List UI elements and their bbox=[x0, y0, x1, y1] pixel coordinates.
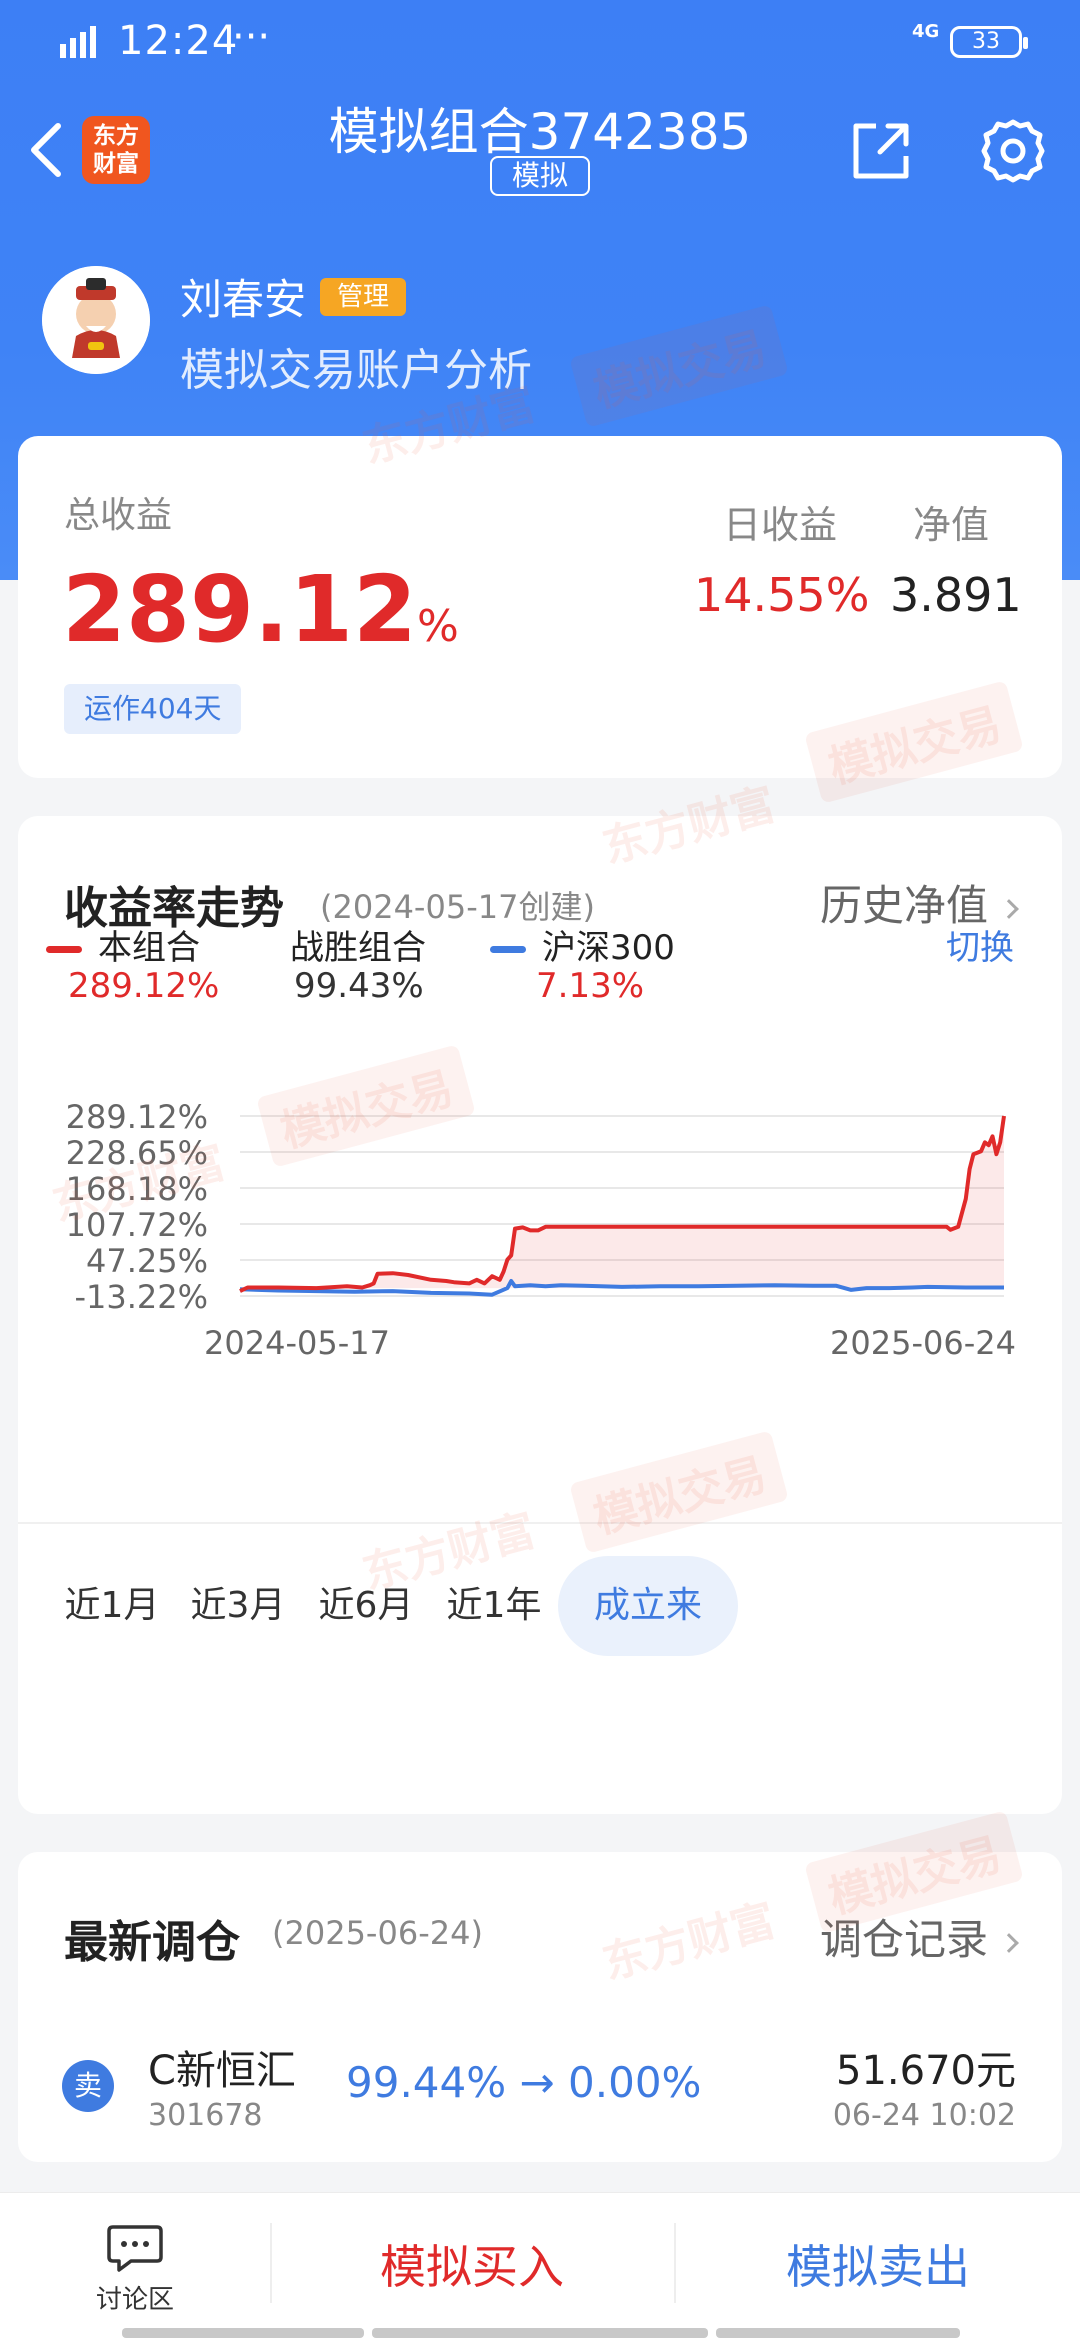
divider bbox=[18, 1522, 1062, 1524]
y-tick-label: 47.25% bbox=[86, 1242, 208, 1280]
rebalance-card: 最新调仓 (2025-06-24) 调仓记录 卖 C新恒汇 301678 99.… bbox=[18, 1852, 1062, 2162]
legend-portfolio: 本组合 bbox=[46, 920, 200, 969]
home-indicator bbox=[372, 2328, 708, 2338]
tab-1-month[interactable]: 近1月 bbox=[64, 1585, 160, 1626]
gear-icon[interactable] bbox=[980, 118, 1046, 184]
y-tick-label: 168.18% bbox=[66, 1170, 208, 1208]
simulation-tag: 模拟 bbox=[490, 156, 590, 196]
legend-beat-name: 战胜组合 bbox=[290, 928, 426, 968]
nav-value: 3.891 bbox=[890, 568, 1022, 622]
y-tick-label: -13.22% bbox=[74, 1278, 208, 1316]
nav-label: 净值 bbox=[913, 503, 990, 547]
network-indicator: 4G bbox=[912, 21, 940, 42]
sell-badge: 卖 bbox=[62, 2060, 114, 2112]
signal-icon bbox=[60, 26, 96, 58]
series-area bbox=[240, 1116, 1004, 1292]
tab-1-year[interactable]: 近1年 bbox=[446, 1585, 542, 1626]
summary-card: 总收益 289.12% 运作404天 日收益 净值 14.55% 3.891 bbox=[18, 436, 1062, 778]
status-more-dots: ··· bbox=[232, 14, 271, 60]
chevron-right-icon bbox=[999, 1932, 1019, 1953]
chat-bubble-icon bbox=[107, 2225, 163, 2272]
run-days-badge: 运作404天 bbox=[64, 684, 242, 734]
total-return-value: 289.12% bbox=[62, 556, 459, 663]
trade-price: 51.670元 bbox=[836, 2048, 1016, 2094]
total-return-unit: % bbox=[417, 601, 459, 652]
return-chart-card: 收益率走势 (2024-05-17创建) 历史净值 本组合 289.12% 战胜… bbox=[18, 816, 1062, 1814]
rebalance-date: (2025-06-24) bbox=[272, 1914, 483, 1952]
tab-since-inception[interactable]: 成立来 bbox=[558, 1556, 738, 1656]
history-nav-label: 历史净值 bbox=[819, 881, 988, 930]
range-tabs: 近1月 近3月 近6月 近1年 成立来 bbox=[18, 1556, 1062, 1656]
chart-title: 收益率走势 bbox=[64, 883, 284, 934]
rebalance-history-link[interactable]: 调仓记录 bbox=[819, 1906, 1019, 1967]
home-indicator bbox=[716, 2328, 960, 2338]
daily-return-value: 14.55% bbox=[694, 568, 870, 622]
tab-6-months[interactable]: 近6月 bbox=[318, 1585, 414, 1626]
x-tick-label: 2025-06-24 bbox=[830, 1324, 1016, 1362]
legend-beat-value: 99.43% bbox=[294, 966, 424, 1006]
simulate-buy-button[interactable]: 模拟买入 bbox=[380, 2240, 564, 2294]
portfolio-line bbox=[239, 1115, 1006, 1293]
status-time: 12:24 bbox=[118, 18, 239, 64]
legend-line-blue bbox=[490, 946, 526, 953]
bottom-action-bar: 讨论区 模拟买入 模拟卖出 bbox=[0, 2192, 1080, 2340]
share-icon[interactable] bbox=[850, 120, 912, 182]
separator bbox=[674, 2223, 676, 2303]
legend-line-red bbox=[46, 946, 82, 953]
legend-portfolio-value: 289.12% bbox=[68, 966, 220, 1006]
tab-3-months[interactable]: 近3月 bbox=[190, 1585, 286, 1626]
legend-index-name: 沪深300 bbox=[542, 928, 675, 968]
avatar-image bbox=[42, 266, 150, 374]
app-logo: 东方 财富 bbox=[82, 116, 150, 184]
y-tick-label: 289.12% bbox=[66, 1098, 208, 1136]
legend-beat: 战胜组合 bbox=[290, 920, 426, 969]
chevron-right-icon bbox=[999, 898, 1019, 919]
index-line bbox=[239, 1279, 1004, 1297]
stock-name: C新恒汇 bbox=[148, 2048, 296, 2094]
battery-icon: 33 bbox=[950, 26, 1028, 58]
chart-created-date: (2024-05-17创建) bbox=[320, 888, 595, 926]
page-title: 模拟组合3742385 bbox=[328, 103, 752, 161]
home-indicator bbox=[122, 2328, 364, 2338]
status-bar: 12:24 ··· 4G 33 bbox=[0, 0, 1080, 90]
username: 刘春安 bbox=[180, 275, 307, 324]
rebalance-title: 最新调仓 bbox=[64, 1917, 240, 1968]
total-return-label: 总收益 bbox=[64, 495, 173, 536]
legend-portfolio-name: 本组合 bbox=[98, 928, 200, 968]
return-line-chart: 289.12%228.65%168.18%107.72%47.25%-13.22… bbox=[66, 1098, 1016, 1362]
back-icon[interactable] bbox=[22, 118, 72, 182]
rebalance-history-label: 调仓记录 bbox=[819, 1915, 988, 1964]
total-return-number: 289.12 bbox=[62, 556, 418, 663]
profile-subtitle: 模拟交易账户分析 bbox=[180, 345, 532, 396]
y-tick-label: 107.72% bbox=[66, 1206, 208, 1244]
x-tick-label: 2024-05-17 bbox=[204, 1324, 390, 1362]
legend-index-value: 7.13% bbox=[536, 966, 645, 1006]
avatar[interactable] bbox=[42, 266, 150, 374]
simulate-sell-button[interactable]: 模拟卖出 bbox=[786, 2240, 970, 2294]
daily-return-label: 日收益 bbox=[723, 503, 838, 547]
history-nav-link[interactable]: 历史净值 bbox=[819, 872, 1019, 933]
switch-benchmark-button[interactable]: 切换 bbox=[946, 928, 1014, 968]
y-tick-label: 228.65% bbox=[66, 1134, 208, 1172]
discussion-label: 讨论区 bbox=[95, 2285, 174, 2315]
stock-code: 301678 bbox=[148, 2098, 263, 2133]
separator bbox=[270, 2223, 272, 2303]
trade-time: 06-24 10:02 bbox=[832, 2098, 1016, 2133]
discussion-button[interactable]: 讨论区 bbox=[80, 2223, 190, 2316]
legend-index: 沪深300 bbox=[490, 920, 675, 969]
admin-badge: 管理 bbox=[320, 278, 406, 316]
weight-change: 99.44% → 0.00% bbox=[346, 2058, 702, 2107]
